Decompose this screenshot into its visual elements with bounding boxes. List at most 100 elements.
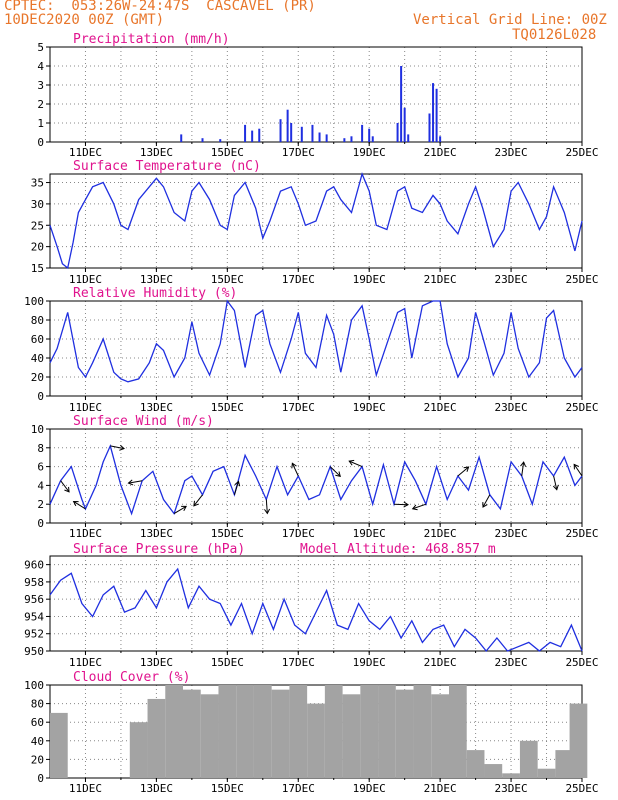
wind-arrow-head — [520, 461, 527, 467]
cloud-bar — [449, 685, 467, 778]
cloud-bar — [555, 750, 574, 778]
x-tick-label: 11DEC — [69, 782, 102, 795]
pres-line — [49, 567, 583, 653]
cloud-bar — [129, 722, 148, 778]
y-tick-label: 5 — [37, 41, 44, 54]
wind-arrow-head — [348, 459, 355, 466]
precip-bar — [350, 136, 353, 142]
wind-arrow — [553, 475, 558, 490]
x-tick-label: 11DEC — [69, 401, 102, 414]
wind-arrow-head — [193, 500, 199, 507]
x-tick-label: 23DEC — [495, 527, 528, 540]
x-tick-label: 19DEC — [353, 782, 386, 795]
run-code: TQ0126L028 — [512, 27, 597, 43]
y-tick-label: 40 — [31, 735, 44, 748]
precip-bar — [403, 107, 406, 142]
x-tick-label: 19DEC — [353, 656, 386, 669]
y-tick-label: 60 — [31, 333, 44, 346]
precip-bar — [439, 136, 442, 142]
wind-arrow-head — [335, 471, 341, 477]
wind-arrow — [329, 466, 341, 477]
cloud-bar — [537, 768, 556, 778]
wind-line — [49, 443, 583, 516]
wind-arrow — [349, 460, 363, 468]
y-tick-label: 20 — [31, 241, 44, 254]
y-tick-label: 20 — [31, 371, 44, 384]
model-altitude: Model Altitude: 468.857 m — [300, 542, 496, 557]
x-tick-label: 21DEC — [424, 273, 457, 286]
x-tick-label: 25DEC — [565, 146, 598, 159]
precip-bar — [279, 119, 282, 142]
x-tick-label: 11DEC — [69, 527, 102, 540]
cloud-panel: 0 20 40 60 80 100 11DEC 13DEC 15DEC 17DEC 19DEC 21D… — [24, 670, 598, 795]
precip-bar — [286, 109, 289, 142]
wind-arrow — [173, 505, 187, 515]
cloud-bar — [183, 689, 201, 778]
x-tick-label: 11DEC — [69, 146, 102, 159]
cloud-bar — [431, 694, 449, 778]
x-tick-label: 23DEC — [495, 401, 528, 414]
rh-title: Relative Humidity (%) — [73, 286, 237, 301]
y-tick-label: 4 — [37, 60, 44, 73]
precip-bar — [300, 126, 303, 142]
y-tick-label: 80 — [31, 314, 44, 327]
cloud-bar — [569, 703, 588, 778]
y-tick-label: 25 — [31, 219, 44, 232]
wind-arrow-head — [64, 486, 70, 493]
pres-panel: 950 952 954 956 958 960 11DEC 13DEC 15DEC 17DEC 19… — [24, 542, 598, 669]
y-tick-label: 60 — [31, 716, 44, 729]
x-tick-label: 11DEC — [69, 656, 102, 669]
wind-arrow — [521, 462, 525, 477]
wind-arrow-head — [463, 466, 470, 472]
y-tick-label: 10 — [31, 423, 44, 436]
x-tick-label: 15DEC — [211, 401, 244, 414]
precip-bar — [361, 124, 364, 142]
cloud-bar — [236, 685, 254, 778]
wind-arrow-head — [411, 504, 418, 511]
cloud-bar — [395, 689, 414, 778]
x-tick-label: 11DEC — [69, 273, 102, 286]
temp-panel: 15 20 25 30 35 11DEC 13DEC 15DEC 17DEC 19DEC 21DEC… — [31, 159, 599, 286]
cloud-bar — [342, 694, 361, 778]
wind-panel: 0 2 4 6 8 10 11DEC 13DEC 15DEC 17DEC 19DEC 21DEC 23D… — [31, 414, 599, 540]
y-tick-label: 2 — [37, 498, 44, 511]
wind-arrow — [573, 464, 583, 477]
wind-arrow — [482, 494, 491, 508]
x-tick-label: 19DEC — [353, 273, 386, 286]
precip-bar — [201, 138, 204, 142]
wind-arrow-head — [552, 484, 559, 491]
wind-arrow-head — [119, 444, 125, 451]
precip-bar — [368, 128, 371, 142]
x-tick-label: 17DEC — [282, 782, 315, 795]
cloud-bar — [324, 685, 343, 778]
x-tick-label: 17DEC — [282, 146, 315, 159]
precip-panel: 0 1 2 3 4 5 11DEC 13DEC 15DEC 17DEC 19DEC 21DEC 23DE… — [37, 32, 598, 159]
panel-frame — [49, 555, 583, 652]
cloud-bar — [360, 685, 379, 778]
x-tick-label: 19DEC — [353, 146, 386, 159]
y-tick-label: 0 — [37, 772, 44, 785]
wind-arrow-head — [482, 502, 488, 508]
x-tick-label: 21DEC — [424, 527, 457, 540]
wind-arrow — [291, 463, 299, 477]
y-tick-label: 30 — [31, 198, 44, 211]
cloud-bar — [165, 685, 183, 778]
precip-bar — [400, 66, 403, 142]
x-tick-label: 23DEC — [495, 656, 528, 669]
y-tick-label: 80 — [31, 698, 44, 711]
x-tick-label: 17DEC — [282, 273, 315, 286]
precip-bar — [251, 130, 254, 142]
x-tick-label: 23DEC — [495, 273, 528, 286]
cloud-bar — [502, 773, 520, 778]
x-tick-label: 25DEC — [565, 401, 598, 414]
y-tick-label: 40 — [31, 352, 44, 365]
y-tick-label: 954 — [24, 610, 44, 623]
wind-title: Surface Wind (m/s) — [73, 414, 214, 429]
temp-line — [49, 172, 583, 270]
precip-bar — [290, 123, 293, 142]
panel-frame — [49, 46, 583, 143]
y-tick-label: 0 — [37, 390, 44, 403]
x-tick-label: 23DEC — [495, 146, 528, 159]
x-tick-label: 17DEC — [282, 656, 315, 669]
cloud-bar — [289, 685, 308, 778]
